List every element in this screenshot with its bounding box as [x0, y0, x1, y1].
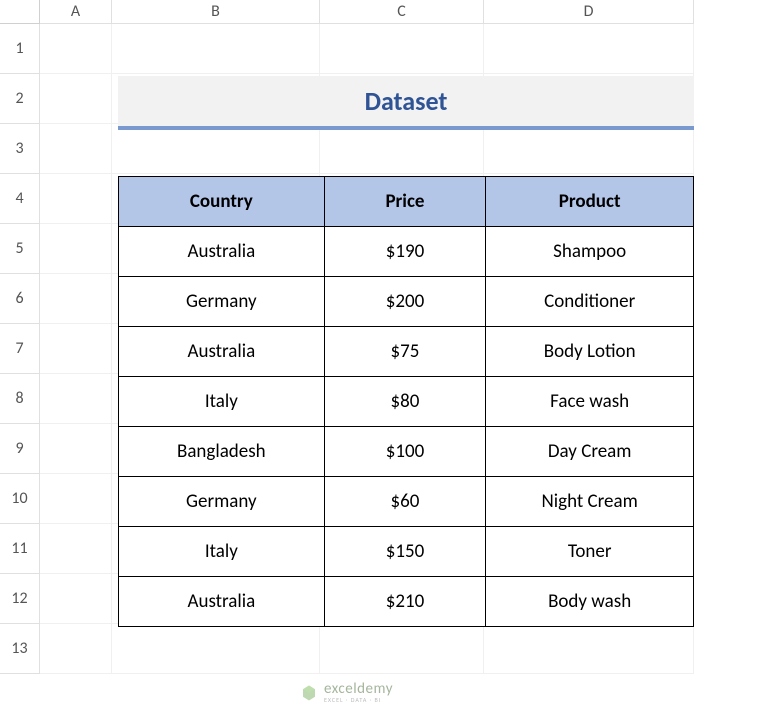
- cell[interactable]: [320, 124, 484, 174]
- cell-price[interactable]: $190: [324, 227, 486, 277]
- row-header-10[interactable]: 10: [0, 474, 40, 524]
- row-header-6[interactable]: 6: [0, 274, 40, 324]
- header-product[interactable]: Product: [486, 177, 694, 227]
- table-row: Australia$190Shampoo: [119, 227, 694, 277]
- cell[interactable]: [40, 424, 112, 474]
- cell-product[interactable]: Face wash: [486, 377, 694, 427]
- cell-price[interactable]: $150: [324, 527, 486, 577]
- cell-product[interactable]: Night Cream: [486, 477, 694, 527]
- table-header-row: Country Price Product: [119, 177, 694, 227]
- table-row: Australia$75Body Lotion: [119, 327, 694, 377]
- cell-price[interactable]: $210: [324, 577, 486, 627]
- row-header-7[interactable]: 7: [0, 324, 40, 374]
- cell-price[interactable]: $75: [324, 327, 486, 377]
- row-header-4[interactable]: 4: [0, 174, 40, 224]
- row-header-5[interactable]: 5: [0, 224, 40, 274]
- cell[interactable]: [40, 224, 112, 274]
- table-body: Australia$190ShampooGermany$200Condition…: [119, 227, 694, 627]
- table-row: Bangladesh$100Day Cream: [119, 427, 694, 477]
- data-table: Country Price Product Australia$190Shamp…: [118, 176, 694, 627]
- row-header-3[interactable]: 3: [0, 124, 40, 174]
- cell-country[interactable]: Italy: [119, 527, 325, 577]
- cell-country[interactable]: Australia: [119, 327, 325, 377]
- cell-country[interactable]: Bangladesh: [119, 427, 325, 477]
- row-header-2[interactable]: 2: [0, 74, 40, 124]
- dataset-title[interactable]: Dataset: [118, 76, 694, 130]
- cell-country[interactable]: Italy: [119, 377, 325, 427]
- cell[interactable]: [484, 624, 694, 674]
- cell[interactable]: [40, 324, 112, 374]
- cell-product[interactable]: Body wash: [486, 577, 694, 627]
- cell-country[interactable]: Australia: [119, 577, 325, 627]
- cell-price[interactable]: $200: [324, 277, 486, 327]
- cell-price[interactable]: $60: [324, 477, 486, 527]
- cell[interactable]: [112, 124, 320, 174]
- table-row: Germany$60Night Cream: [119, 477, 694, 527]
- watermark-main: exceldemy: [324, 682, 393, 697]
- cell[interactable]: [40, 174, 112, 224]
- watermark-sub: EXCEL · DATA · BI: [324, 697, 393, 703]
- cell[interactable]: [320, 24, 484, 74]
- cell[interactable]: [40, 474, 112, 524]
- cell[interactable]: [40, 624, 112, 674]
- column-header-C[interactable]: C: [320, 0, 484, 24]
- table-row: Italy$150Toner: [119, 527, 694, 577]
- cell-country[interactable]: Germany: [119, 477, 325, 527]
- cell[interactable]: [112, 624, 320, 674]
- cell[interactable]: [484, 124, 694, 174]
- watermark: exceldemy EXCEL · DATA · BI: [300, 682, 393, 703]
- watermark-text: exceldemy EXCEL · DATA · BI: [324, 682, 393, 703]
- header-price[interactable]: Price: [324, 177, 486, 227]
- cell[interactable]: [40, 574, 112, 624]
- header-country[interactable]: Country: [119, 177, 325, 227]
- table-row: Australia$210Body wash: [119, 577, 694, 627]
- cell-product[interactable]: Conditioner: [486, 277, 694, 327]
- cell[interactable]: [40, 74, 112, 124]
- row-header-8[interactable]: 8: [0, 374, 40, 424]
- table-row: Italy$80Face wash: [119, 377, 694, 427]
- cell-product[interactable]: Day Cream: [486, 427, 694, 477]
- select-all-corner[interactable]: [0, 0, 40, 24]
- cell[interactable]: [40, 124, 112, 174]
- cell-country[interactable]: Germany: [119, 277, 325, 327]
- cell-price[interactable]: $100: [324, 427, 486, 477]
- row-header-11[interactable]: 11: [0, 524, 40, 574]
- column-header-D[interactable]: D: [484, 0, 694, 24]
- cell-product[interactable]: Toner: [486, 527, 694, 577]
- row-header-12[interactable]: 12: [0, 574, 40, 624]
- column-header-B[interactable]: B: [112, 0, 320, 24]
- column-header-A[interactable]: A: [40, 0, 112, 24]
- cell[interactable]: [320, 624, 484, 674]
- cell[interactable]: [112, 24, 320, 74]
- cell[interactable]: [40, 374, 112, 424]
- cell[interactable]: [484, 24, 694, 74]
- cell-product[interactable]: Shampoo: [486, 227, 694, 277]
- exceldemy-icon: [300, 684, 318, 702]
- row-header-13[interactable]: 13: [0, 624, 40, 674]
- row-header-1[interactable]: 1: [0, 24, 40, 74]
- cell[interactable]: [40, 274, 112, 324]
- cell-country[interactable]: Australia: [119, 227, 325, 277]
- cell[interactable]: [40, 24, 112, 74]
- cell[interactable]: [40, 524, 112, 574]
- cell-product[interactable]: Body Lotion: [486, 327, 694, 377]
- table-row: Germany$200Conditioner: [119, 277, 694, 327]
- row-header-9[interactable]: 9: [0, 424, 40, 474]
- cell-price[interactable]: $80: [324, 377, 486, 427]
